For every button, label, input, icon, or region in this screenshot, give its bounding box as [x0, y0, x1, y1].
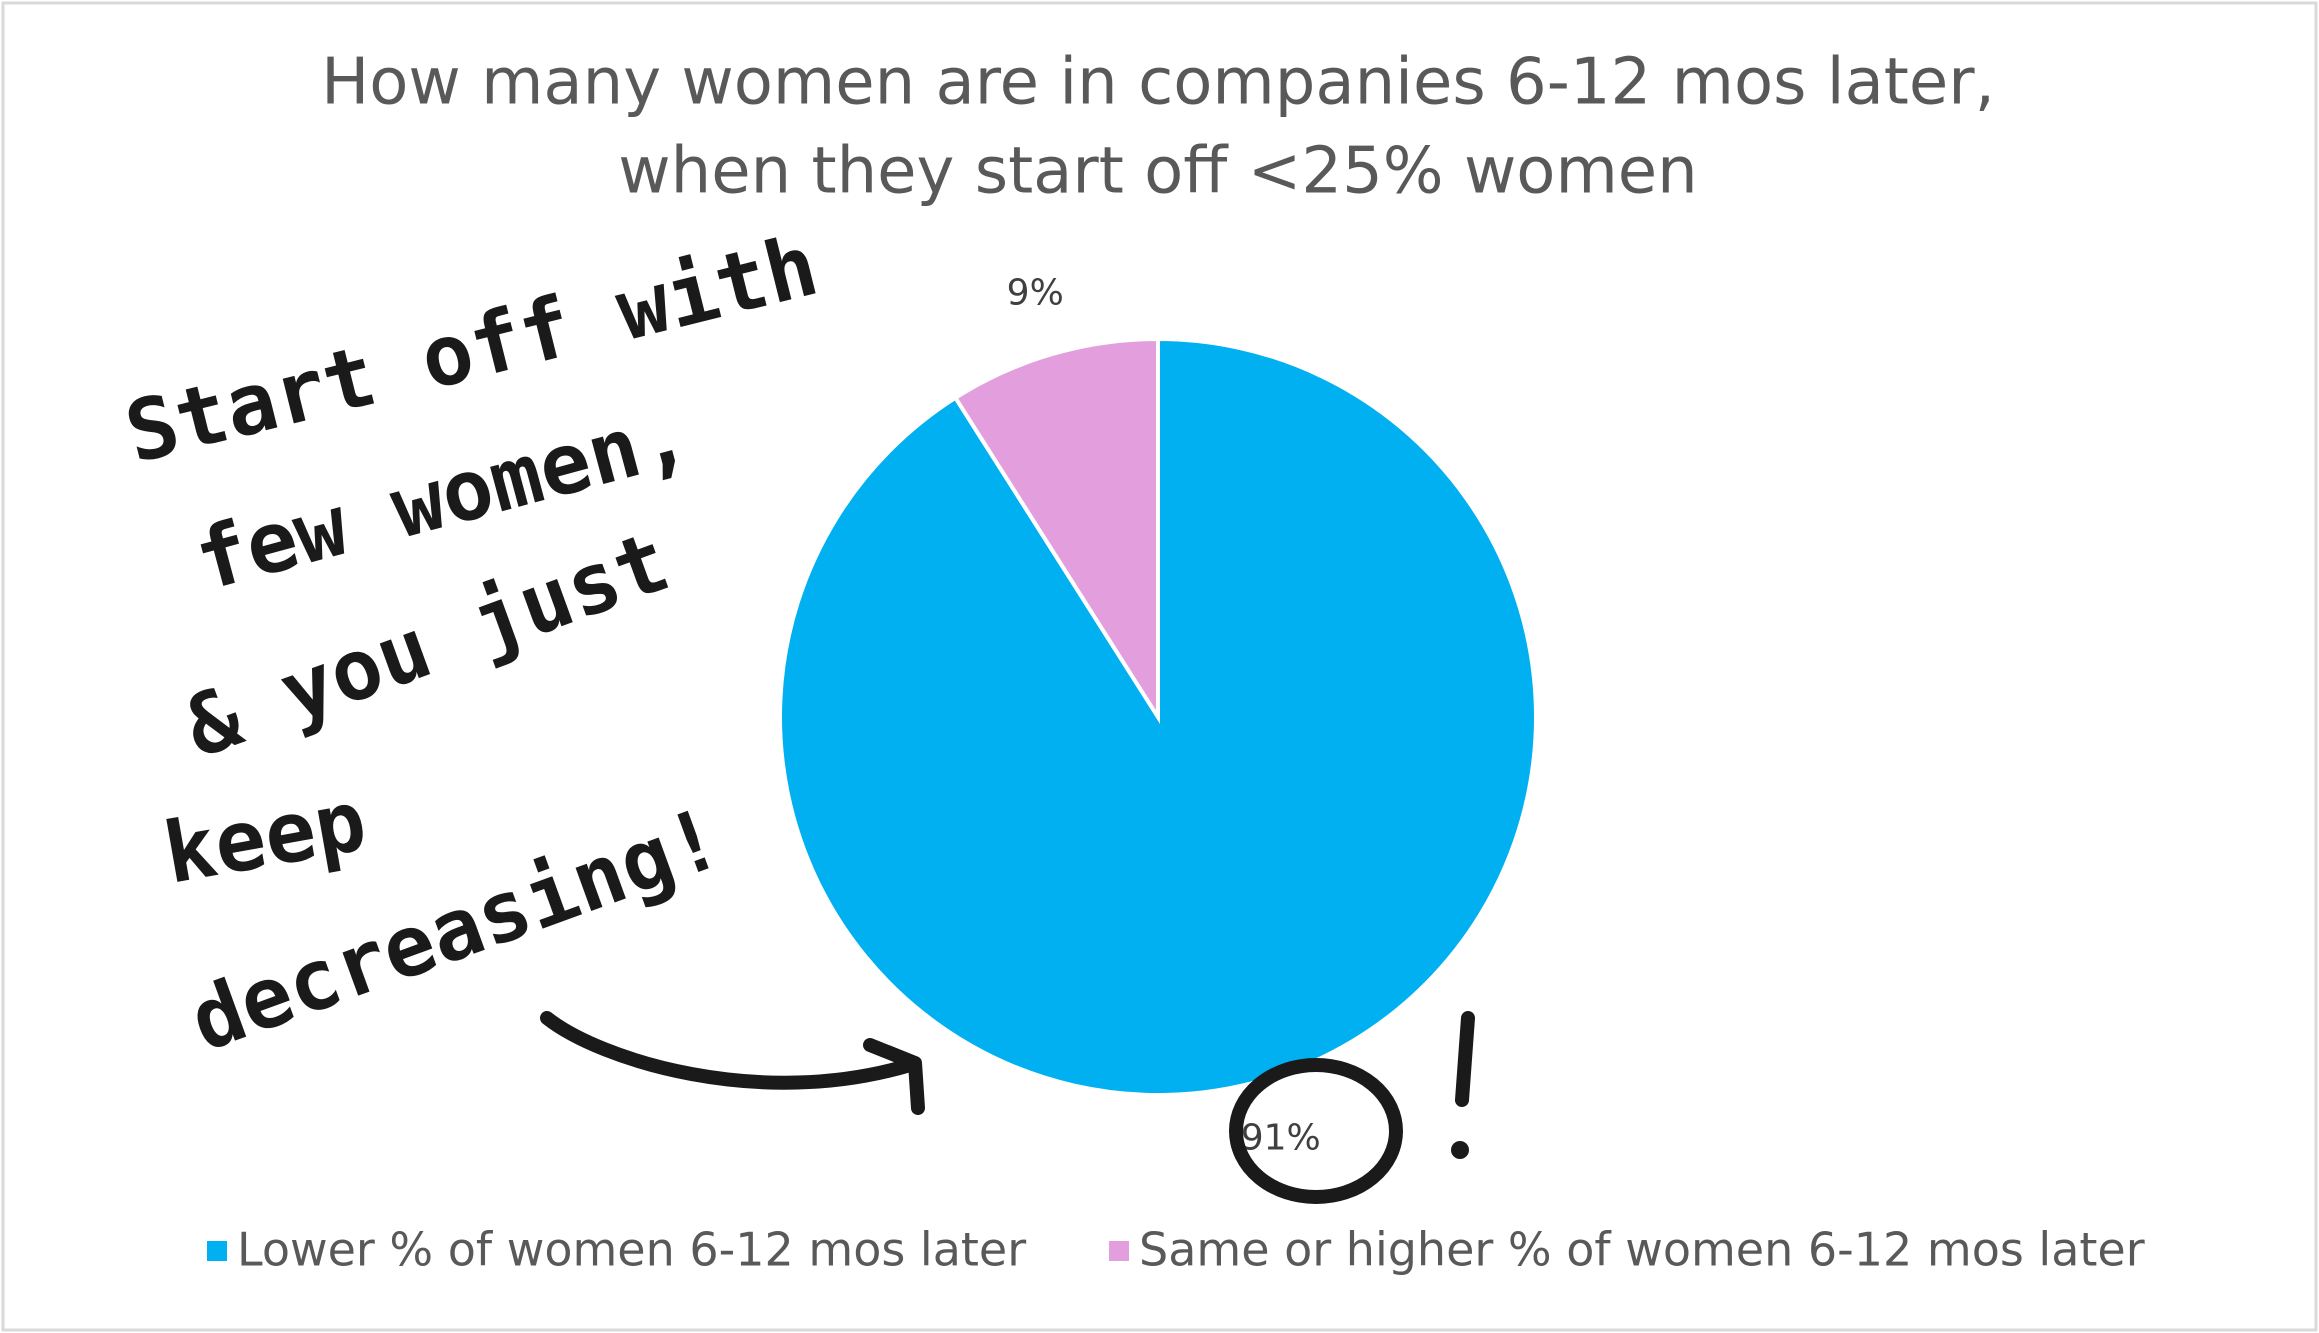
- pie: 91% 9%: [778, 272, 1538, 1159]
- legend-label: Same or higher % of women 6-12 mos later: [1139, 1223, 2145, 1277]
- arrow: [540, 1011, 917, 1090]
- pie-slice: [952, 336, 1160, 724]
- legend-swatch: [1109, 1241, 1129, 1261]
- legend-label: Lower % of women 6-12 mos later: [237, 1223, 1026, 1277]
- data-label: 9%: [1007, 272, 1064, 313]
- circle: [1229, 1058, 1403, 1204]
- exclamation: [1455, 1011, 1475, 1107]
- exclamation-dot: [1451, 1141, 1469, 1159]
- data-label: 91%: [1241, 1118, 1321, 1159]
- legend: Lower % of women 6-12 mos later Same or h…: [207, 1223, 2145, 1277]
- arrow-head: [863, 1038, 925, 1115]
- chart-title: when they start off <25% women: [618, 135, 1697, 209]
- legend-swatch: [207, 1241, 227, 1261]
- chart-title: How many women are in companies 6-12 mos…: [321, 46, 1995, 120]
